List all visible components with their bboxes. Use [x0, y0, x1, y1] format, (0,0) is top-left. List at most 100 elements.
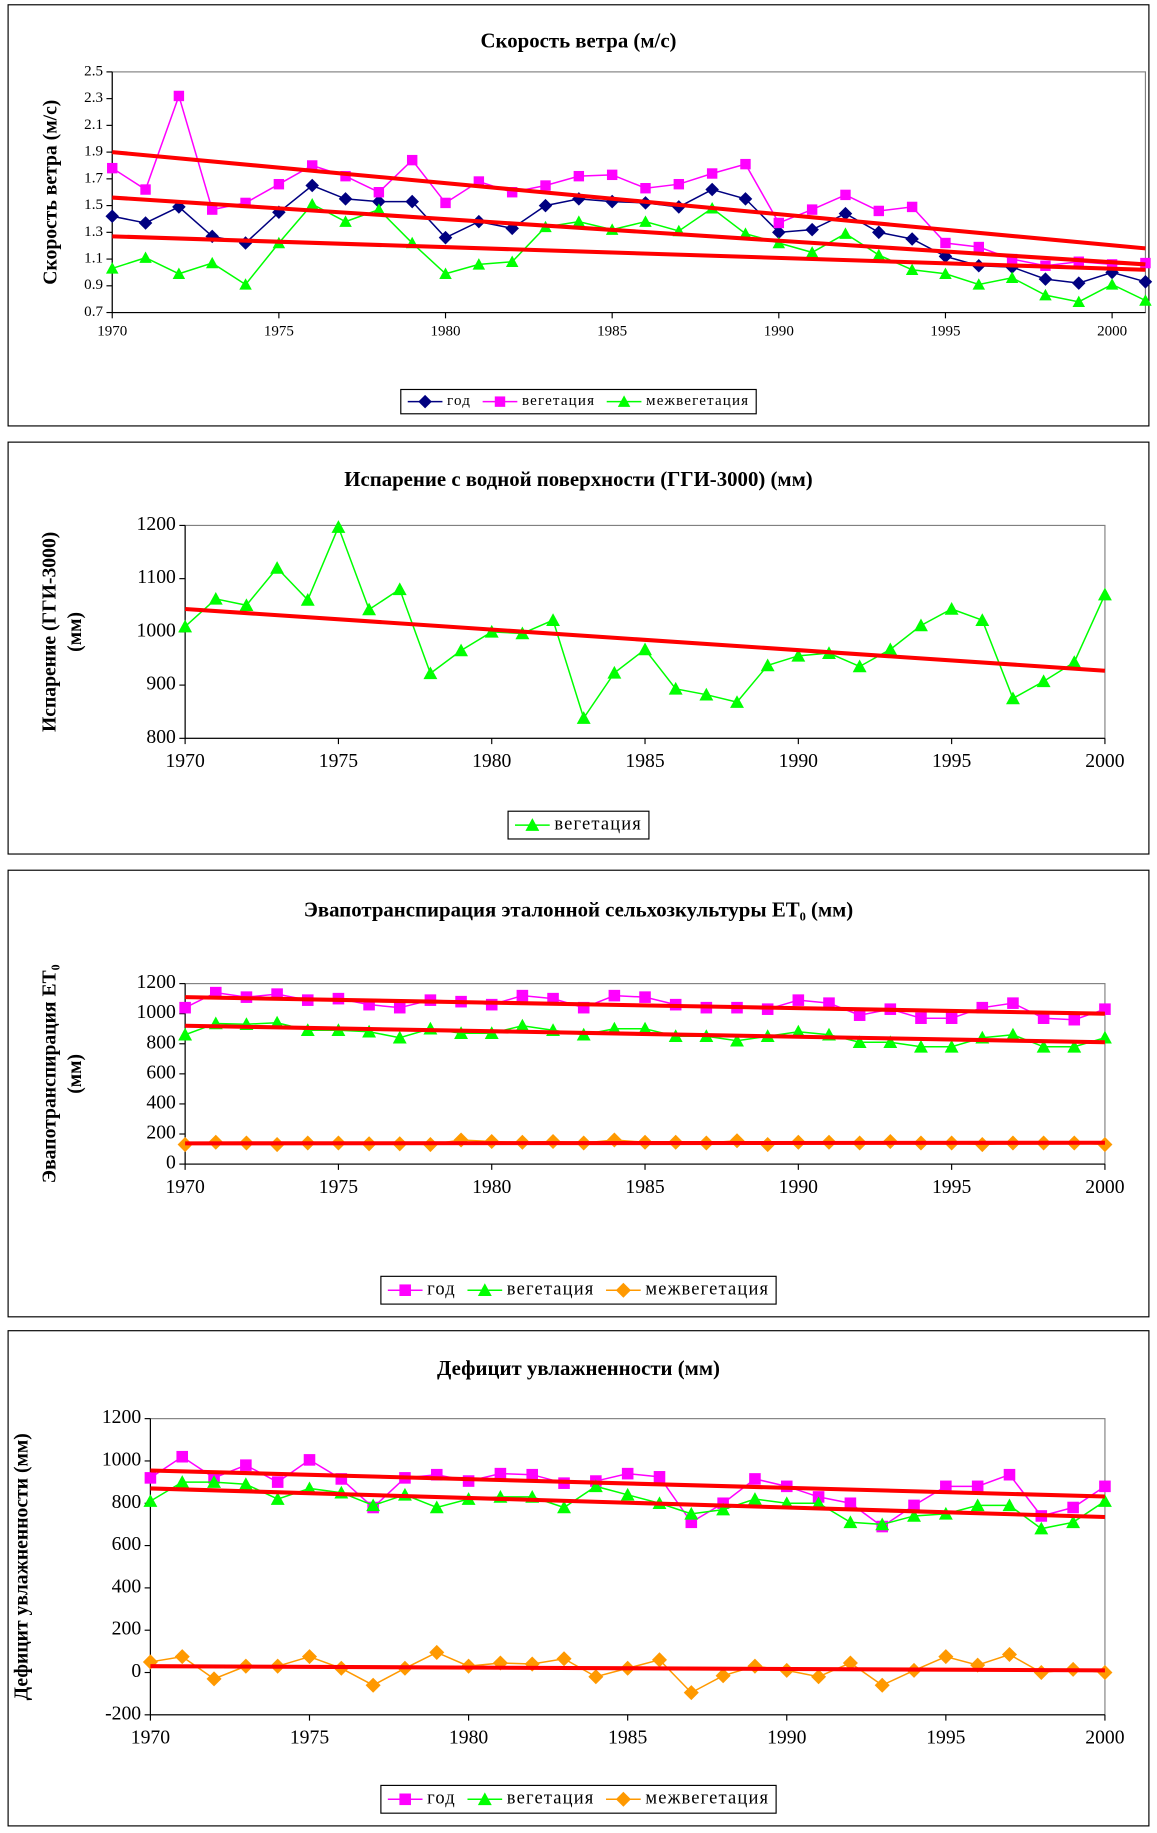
- y-tick-label: 2.3: [84, 90, 103, 106]
- marker: [208, 591, 223, 605]
- marker: [140, 184, 151, 195]
- marker: [811, 1496, 826, 1510]
- chart-frame: [7, 441, 1150, 855]
- marker: [940, 237, 951, 249]
- marker: [473, 176, 485, 187]
- marker: [547, 992, 559, 1005]
- x-tick-label: 1995: [930, 324, 960, 340]
- trend-line: [150, 1486, 1105, 1520]
- legend-label: вегетация: [522, 393, 595, 409]
- marker: [938, 1649, 954, 1665]
- marker: [1006, 1027, 1020, 1041]
- marker: [944, 1039, 959, 1053]
- x-tick-label: 1995: [932, 1176, 971, 1198]
- y-tick-label: 1200: [137, 971, 176, 993]
- marker: [1097, 587, 1112, 601]
- marker: [823, 997, 835, 1009]
- marker: [206, 1671, 222, 1687]
- marker: [1138, 275, 1153, 289]
- marker: [638, 1021, 652, 1035]
- marker: [617, 395, 631, 407]
- marker: [1034, 1521, 1049, 1535]
- marker: [1106, 259, 1118, 270]
- legend-label: межвегетация: [645, 1279, 769, 1299]
- legend-label: вегетация: [554, 814, 642, 834]
- marker: [331, 520, 346, 533]
- marker: [972, 278, 986, 290]
- y-axis-label: Эвапотранспирация ET₀: [38, 964, 60, 1183]
- legend-label: межвегетация: [646, 393, 749, 409]
- marker: [971, 1480, 984, 1493]
- marker: [105, 262, 119, 274]
- marker: [607, 1021, 622, 1035]
- marker: [905, 232, 919, 246]
- x-tick-label: 1995: [932, 750, 971, 772]
- marker: [1007, 997, 1019, 1009]
- chart-title: Скорость ветра (м/с): [480, 29, 676, 53]
- y-tick-label: 1.3: [84, 224, 103, 240]
- marker: [302, 1481, 317, 1495]
- legend-label: год: [447, 393, 471, 409]
- marker: [339, 215, 352, 227]
- x-tick-label: 1970: [97, 324, 127, 340]
- marker: [939, 267, 952, 279]
- x-tick-label: 1975: [319, 750, 358, 772]
- marker: [577, 1001, 590, 1014]
- marker: [844, 1497, 857, 1510]
- marker: [143, 1494, 158, 1507]
- marker: [556, 1651, 572, 1667]
- legend: год вегетация межвегетация: [400, 388, 757, 415]
- trend-line: [112, 195, 1146, 267]
- y-tick-label: 0.9: [84, 277, 103, 293]
- marker: [730, 1033, 744, 1047]
- x-tick-label: 1985: [608, 1727, 647, 1749]
- x-tick-label: 1990: [779, 1176, 818, 1198]
- marker: [240, 197, 251, 209]
- marker: [760, 658, 775, 672]
- marker: [842, 1655, 858, 1671]
- x-tick-label: 1970: [165, 750, 204, 772]
- trend-line: [184, 606, 1106, 673]
- marker: [239, 598, 254, 612]
- marker: [365, 1677, 381, 1693]
- marker: [872, 248, 886, 261]
- y-tick-label: 1200: [137, 513, 176, 535]
- marker: [805, 222, 819, 237]
- y-tick-label: 800: [112, 1491, 142, 1513]
- marker: [805, 246, 819, 258]
- marker: [173, 90, 185, 102]
- marker: [621, 1467, 634, 1480]
- marker: [516, 989, 529, 1002]
- trend-line: [150, 1664, 1105, 1673]
- marker: [363, 998, 375, 1011]
- marker: [178, 1027, 193, 1041]
- y-tick-label: 1200: [102, 1406, 141, 1428]
- marker: [430, 1468, 443, 1481]
- marker: [238, 1477, 253, 1491]
- y-tick-label: 200: [112, 1618, 142, 1640]
- marker: [588, 1479, 603, 1493]
- x-tick-label: 1985: [597, 324, 627, 340]
- y-tick-label: 1000: [137, 619, 176, 641]
- y-axis-label: Дефицит увлажненности (мм): [11, 1433, 33, 1700]
- marker: [668, 681, 683, 695]
- y-tick-label: 600: [146, 1061, 176, 1083]
- x-tick-label: 2000: [1097, 324, 1127, 340]
- marker: [335, 1473, 348, 1485]
- y-axis-label: (мм): [64, 612, 86, 652]
- x-tick-label: 2000: [1085, 1727, 1124, 1749]
- marker: [176, 1450, 189, 1463]
- marker: [1036, 674, 1051, 688]
- marker: [908, 1499, 920, 1512]
- marker: [239, 278, 252, 290]
- marker: [373, 187, 385, 198]
- marker: [945, 1012, 958, 1024]
- marker: [873, 205, 885, 217]
- marker: [791, 1024, 806, 1038]
- legend-label: межвегетация: [645, 1789, 769, 1809]
- marker: [429, 1500, 444, 1514]
- marker: [393, 1001, 406, 1014]
- marker: [338, 192, 353, 206]
- x-tick-label: 1985: [625, 750, 664, 772]
- marker: [620, 1487, 635, 1501]
